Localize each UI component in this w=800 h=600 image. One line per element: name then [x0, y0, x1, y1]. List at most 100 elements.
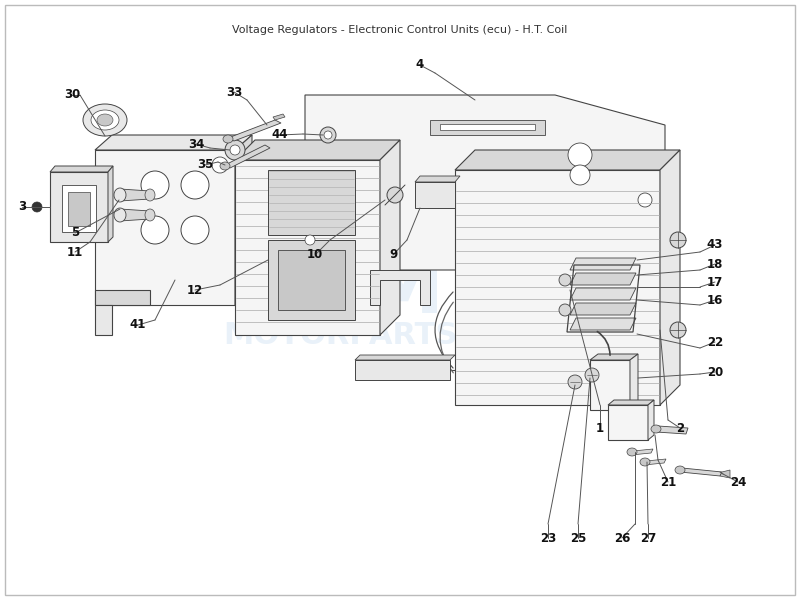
Polygon shape	[590, 360, 630, 410]
Text: 5: 5	[71, 226, 79, 239]
Polygon shape	[95, 290, 150, 305]
Text: 21: 21	[660, 475, 676, 488]
Polygon shape	[644, 459, 666, 465]
Text: 23: 23	[540, 532, 556, 545]
Polygon shape	[570, 273, 636, 285]
Ellipse shape	[145, 209, 155, 221]
Ellipse shape	[83, 104, 127, 136]
Ellipse shape	[638, 193, 652, 207]
Ellipse shape	[225, 140, 245, 160]
Polygon shape	[415, 176, 460, 182]
Ellipse shape	[670, 322, 686, 338]
Text: 43: 43	[707, 238, 723, 251]
Polygon shape	[680, 468, 722, 476]
Polygon shape	[570, 258, 636, 270]
Text: 1: 1	[596, 421, 604, 434]
Polygon shape	[62, 185, 96, 232]
Text: 24: 24	[730, 475, 746, 488]
Text: 12: 12	[187, 283, 203, 296]
Ellipse shape	[570, 165, 590, 185]
Text: 16: 16	[707, 293, 723, 307]
Ellipse shape	[91, 110, 119, 130]
Text: 20: 20	[707, 365, 723, 379]
Ellipse shape	[97, 114, 113, 126]
Ellipse shape	[559, 274, 571, 286]
Ellipse shape	[320, 127, 336, 143]
Polygon shape	[95, 135, 252, 150]
Polygon shape	[268, 240, 355, 320]
Polygon shape	[570, 288, 636, 300]
Polygon shape	[455, 170, 660, 405]
Polygon shape	[590, 354, 638, 360]
Ellipse shape	[141, 171, 169, 199]
Polygon shape	[95, 305, 112, 335]
Text: 41: 41	[130, 319, 146, 331]
Polygon shape	[235, 160, 380, 335]
Polygon shape	[660, 150, 680, 405]
Polygon shape	[720, 470, 730, 478]
Polygon shape	[570, 303, 636, 315]
Polygon shape	[440, 124, 535, 130]
Text: 2: 2	[676, 421, 684, 434]
Polygon shape	[108, 166, 113, 242]
Text: 30: 30	[64, 88, 80, 101]
Text: 9: 9	[389, 248, 397, 262]
Text: 22: 22	[707, 335, 723, 349]
Ellipse shape	[32, 202, 42, 212]
Ellipse shape	[640, 458, 650, 466]
Text: 33: 33	[226, 85, 242, 98]
Polygon shape	[95, 150, 235, 305]
Polygon shape	[68, 192, 90, 226]
Polygon shape	[305, 95, 665, 285]
Polygon shape	[50, 166, 113, 172]
Ellipse shape	[212, 157, 228, 173]
Ellipse shape	[627, 448, 637, 456]
Polygon shape	[415, 182, 455, 208]
Text: 25: 25	[570, 532, 586, 545]
Text: 27: 27	[640, 532, 656, 545]
Polygon shape	[120, 189, 150, 201]
Text: 34: 34	[188, 137, 204, 151]
Text: 35: 35	[197, 158, 213, 172]
Polygon shape	[50, 172, 108, 242]
Text: 44: 44	[272, 128, 288, 142]
Ellipse shape	[181, 171, 209, 199]
Polygon shape	[455, 150, 680, 170]
Text: 3: 3	[18, 200, 26, 214]
Ellipse shape	[585, 368, 599, 382]
Polygon shape	[355, 360, 450, 380]
Ellipse shape	[114, 188, 126, 202]
Polygon shape	[355, 355, 455, 360]
Ellipse shape	[220, 162, 230, 170]
Ellipse shape	[181, 216, 209, 244]
Text: 4: 4	[416, 58, 424, 71]
Polygon shape	[228, 120, 281, 141]
Polygon shape	[648, 400, 654, 440]
Polygon shape	[570, 318, 636, 330]
Ellipse shape	[141, 216, 169, 244]
Ellipse shape	[675, 466, 685, 474]
Polygon shape	[120, 209, 150, 221]
Ellipse shape	[559, 304, 571, 316]
Ellipse shape	[324, 131, 332, 139]
Polygon shape	[278, 250, 345, 310]
Ellipse shape	[114, 208, 126, 222]
Text: 11: 11	[67, 245, 83, 259]
Polygon shape	[631, 449, 653, 455]
Polygon shape	[608, 400, 654, 405]
Text: 26: 26	[614, 532, 630, 545]
Text: 18: 18	[707, 257, 723, 271]
Ellipse shape	[568, 375, 582, 389]
Polygon shape	[430, 120, 545, 135]
Polygon shape	[225, 145, 270, 168]
Ellipse shape	[568, 143, 592, 167]
Polygon shape	[380, 140, 400, 335]
Ellipse shape	[387, 187, 403, 203]
Ellipse shape	[670, 232, 686, 248]
Text: 17: 17	[707, 275, 723, 289]
Ellipse shape	[223, 135, 233, 143]
Ellipse shape	[305, 235, 315, 245]
Ellipse shape	[230, 145, 240, 155]
Polygon shape	[273, 114, 285, 120]
Polygon shape	[235, 140, 400, 160]
